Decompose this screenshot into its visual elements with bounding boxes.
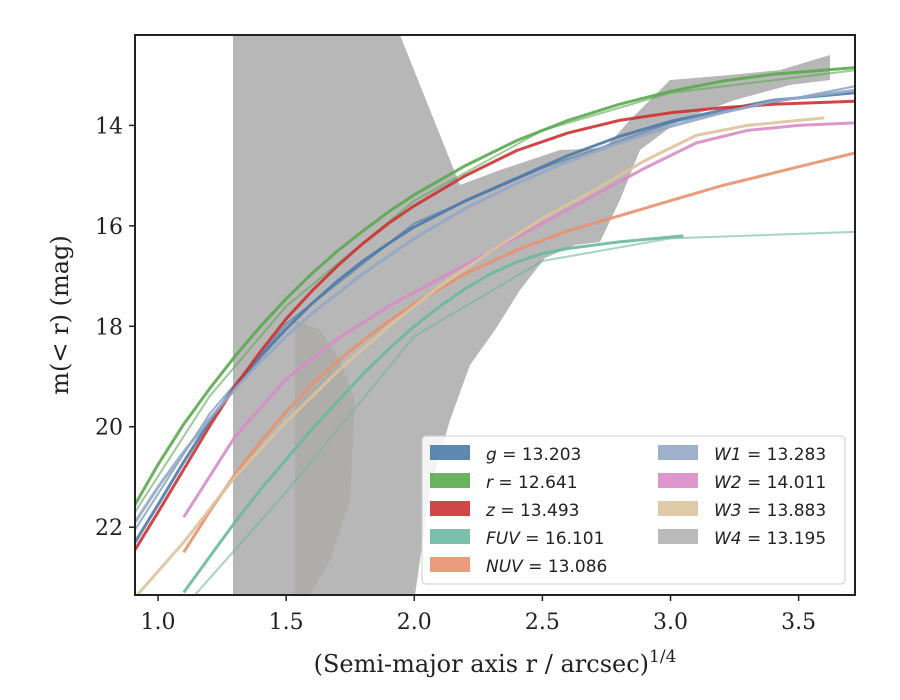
w2-legend-label: W2 = 14.011: [714, 473, 826, 493]
y-tick-label: 20: [95, 416, 123, 441]
w3-legend-label: W3 = 13.883: [714, 501, 826, 521]
y-tick-label: 22: [95, 516, 123, 541]
w1-legend-label: W1 = 13.283: [714, 445, 826, 465]
x-tick-label: 3.5: [781, 610, 816, 635]
g-legend-swatch: [430, 445, 470, 460]
w4-inner-band: [295, 320, 355, 595]
w2-profile-line: [182, 121, 855, 519]
legend: g = 13.203 r = 12.641 z = 13.493 FUV = 16.1…: [421, 435, 846, 585]
y-tick-label: 18: [95, 315, 123, 340]
g-legend-label: g = 13.203: [486, 445, 581, 465]
x-tick-label: 3.0: [653, 610, 688, 635]
fuv-legend-label: FUV = 16.101: [486, 529, 604, 549]
w4-legend-swatch: [658, 529, 698, 544]
x-tick-label: 1.0: [141, 610, 176, 635]
plot-frame: [134, 34, 856, 596]
x-tick-label: 1.5: [269, 610, 304, 635]
nuv-legend-swatch: [430, 557, 470, 572]
fuv-profile-line: [182, 234, 684, 594]
fuv-model-line: [193, 230, 855, 595]
x-axis-label: (Semi-major axis r / arcsec)1/4: [314, 647, 677, 678]
nuv-profile-line: [182, 151, 855, 554]
z-profile-line: [135, 99, 855, 551]
w4-legend-label: W4 = 13.195: [714, 529, 826, 549]
w1-profile-line: [135, 88, 855, 524]
w2-legend-swatch: [658, 473, 698, 488]
r-legend-label: r = 12.641: [486, 473, 578, 493]
fuv-legend-swatch: [430, 529, 470, 544]
w4-uncertainty-band: [233, 35, 830, 595]
z-legend-swatch: [430, 501, 470, 516]
legend-frame: [421, 435, 846, 585]
r-profile-line: [135, 66, 855, 506]
w3-profile-line: [135, 116, 825, 595]
nuv-legend-label: NUV = 13.086: [486, 557, 607, 577]
y-tick-label: 16: [95, 215, 123, 240]
x-tick-label: 2.5: [525, 610, 560, 635]
y-tick-label: 14: [95, 114, 123, 139]
r-legend-swatch: [430, 473, 470, 488]
w3-legend-swatch: [658, 501, 698, 516]
x-tick-label: 2.0: [397, 610, 432, 635]
y-axis-label: m(< r) (mag): [46, 235, 74, 394]
z-legend-label: z = 13.493: [485, 501, 579, 521]
w1-legend-swatch: [658, 445, 698, 460]
